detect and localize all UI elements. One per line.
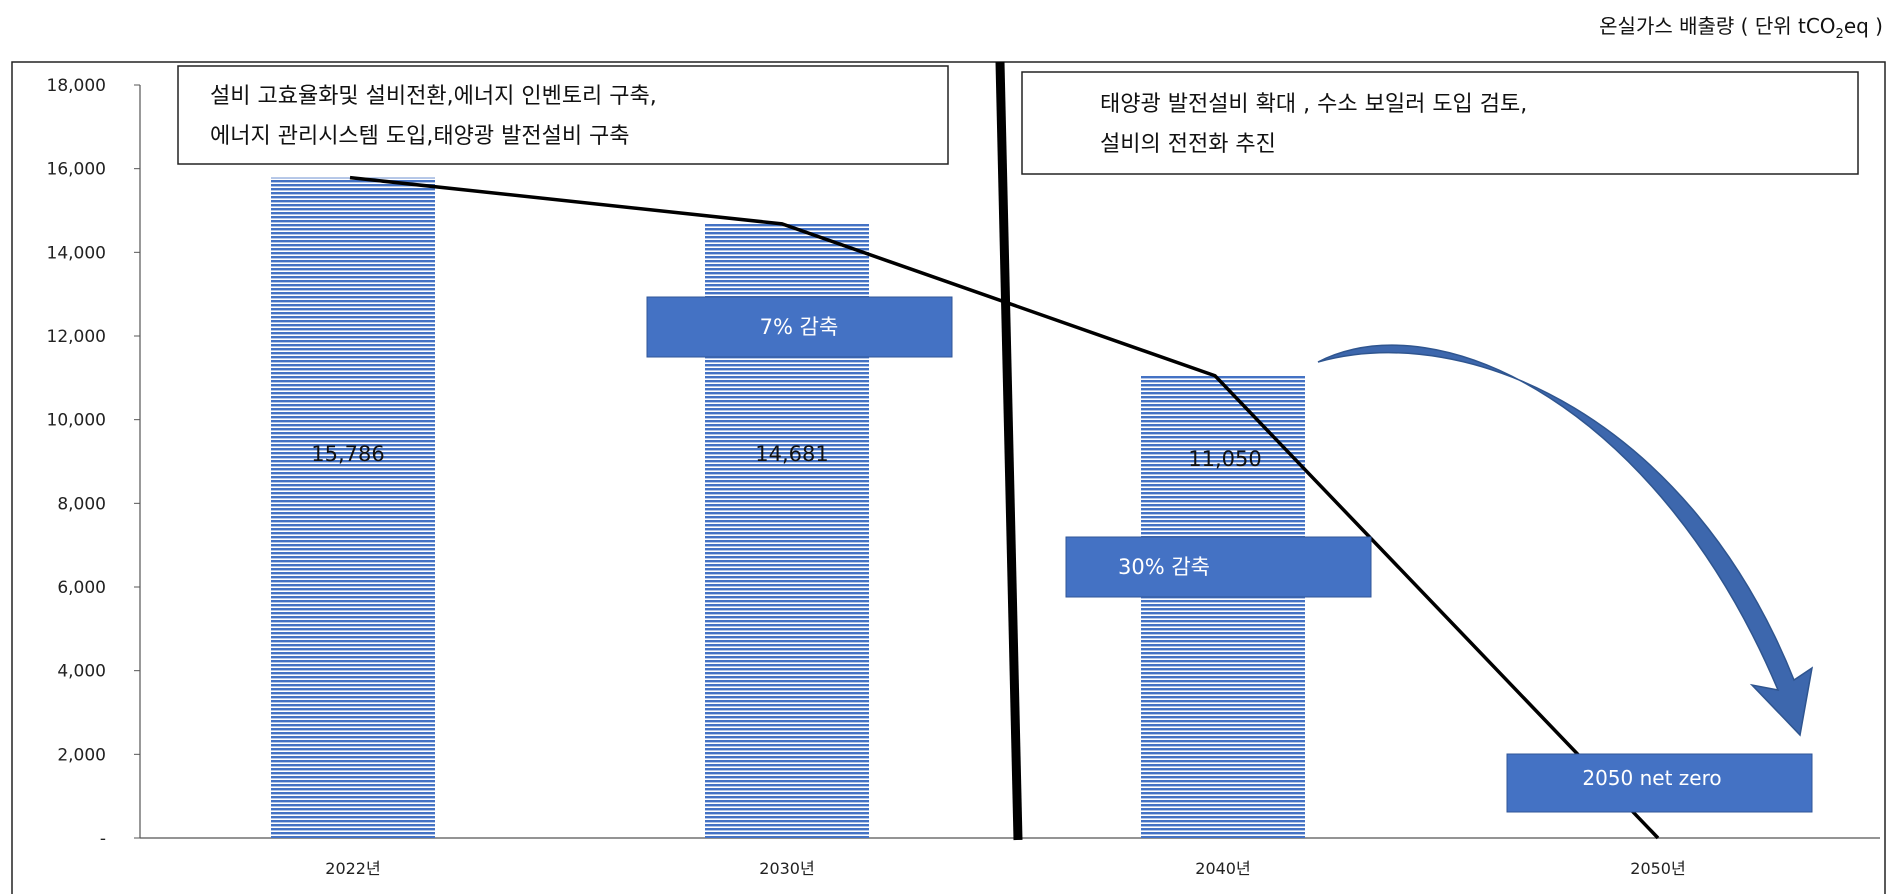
unit-label: 온실가스 배출량 ( 단위 tCO2eq ) xyxy=(1599,10,1883,42)
trend-line xyxy=(349,175,1660,840)
data-label-2: 11,050 xyxy=(1188,447,1261,471)
y-tick-label: 4,000 xyxy=(57,662,106,682)
phase1-annotation-line: 설비 고효율화및 설비전환,에너지 인벤토리 구축, xyxy=(210,84,657,109)
y-tick-label: 10,000 xyxy=(47,411,106,431)
x-tick-label: 2030년 xyxy=(759,859,814,878)
unit-label-subscript: 2 xyxy=(1835,27,1844,42)
y-tick-label: - xyxy=(100,829,106,849)
net-zero-box xyxy=(1506,753,1813,813)
curved-arrow-icon xyxy=(1317,344,1814,737)
unit-label-suffix: eq ) xyxy=(1843,14,1883,38)
phase2-annotation xyxy=(1021,71,1859,175)
y-tick-label: 2,000 xyxy=(57,745,106,765)
phase2-annotation-line: 설비의 전전화 추진 xyxy=(1100,132,1276,157)
phase1-annotation xyxy=(177,65,949,165)
phase1-annotation-line: 에너지 관리시스템 도입,태양광 발전설비 구축 xyxy=(210,124,630,149)
y-tick-label: 12,000 xyxy=(47,327,106,347)
net-zero-box-text: 2050 net zero xyxy=(1582,766,1721,790)
outer-frame xyxy=(11,61,1886,894)
unit-label-prefix: 온실가스 배출량 ( 단위 tCO xyxy=(1599,14,1836,38)
reduction-2030-box-text: 7% 감축 xyxy=(760,315,839,339)
reduction-2030-box xyxy=(646,296,953,358)
x-tick-label: 2022년 xyxy=(325,859,380,878)
x-tick-label: 2050년 xyxy=(1630,859,1685,878)
data-label-1: 14,681 xyxy=(755,442,828,466)
phase-divider-line xyxy=(995,61,1023,841)
bar-0 xyxy=(271,177,435,838)
y-tick-label: 16,000 xyxy=(47,160,106,180)
y-tick-label: 18,000 xyxy=(47,76,106,96)
y-tick-label: 6,000 xyxy=(57,578,106,598)
y-tick-label: 8,000 xyxy=(57,494,106,514)
phase2-annotation-line: 태양광 발전설비 확대 , 수소 보일러 도입 검토, xyxy=(1100,92,1527,117)
reduction-2040-box xyxy=(1065,536,1372,598)
bar-2 xyxy=(1141,375,1305,838)
y-tick-label: 14,000 xyxy=(47,243,106,263)
reduction-2040-box-text: 30% 감축 xyxy=(1118,555,1210,579)
x-tick-label: 2040년 xyxy=(1195,859,1250,878)
data-label-0: 15,786 xyxy=(311,442,384,466)
